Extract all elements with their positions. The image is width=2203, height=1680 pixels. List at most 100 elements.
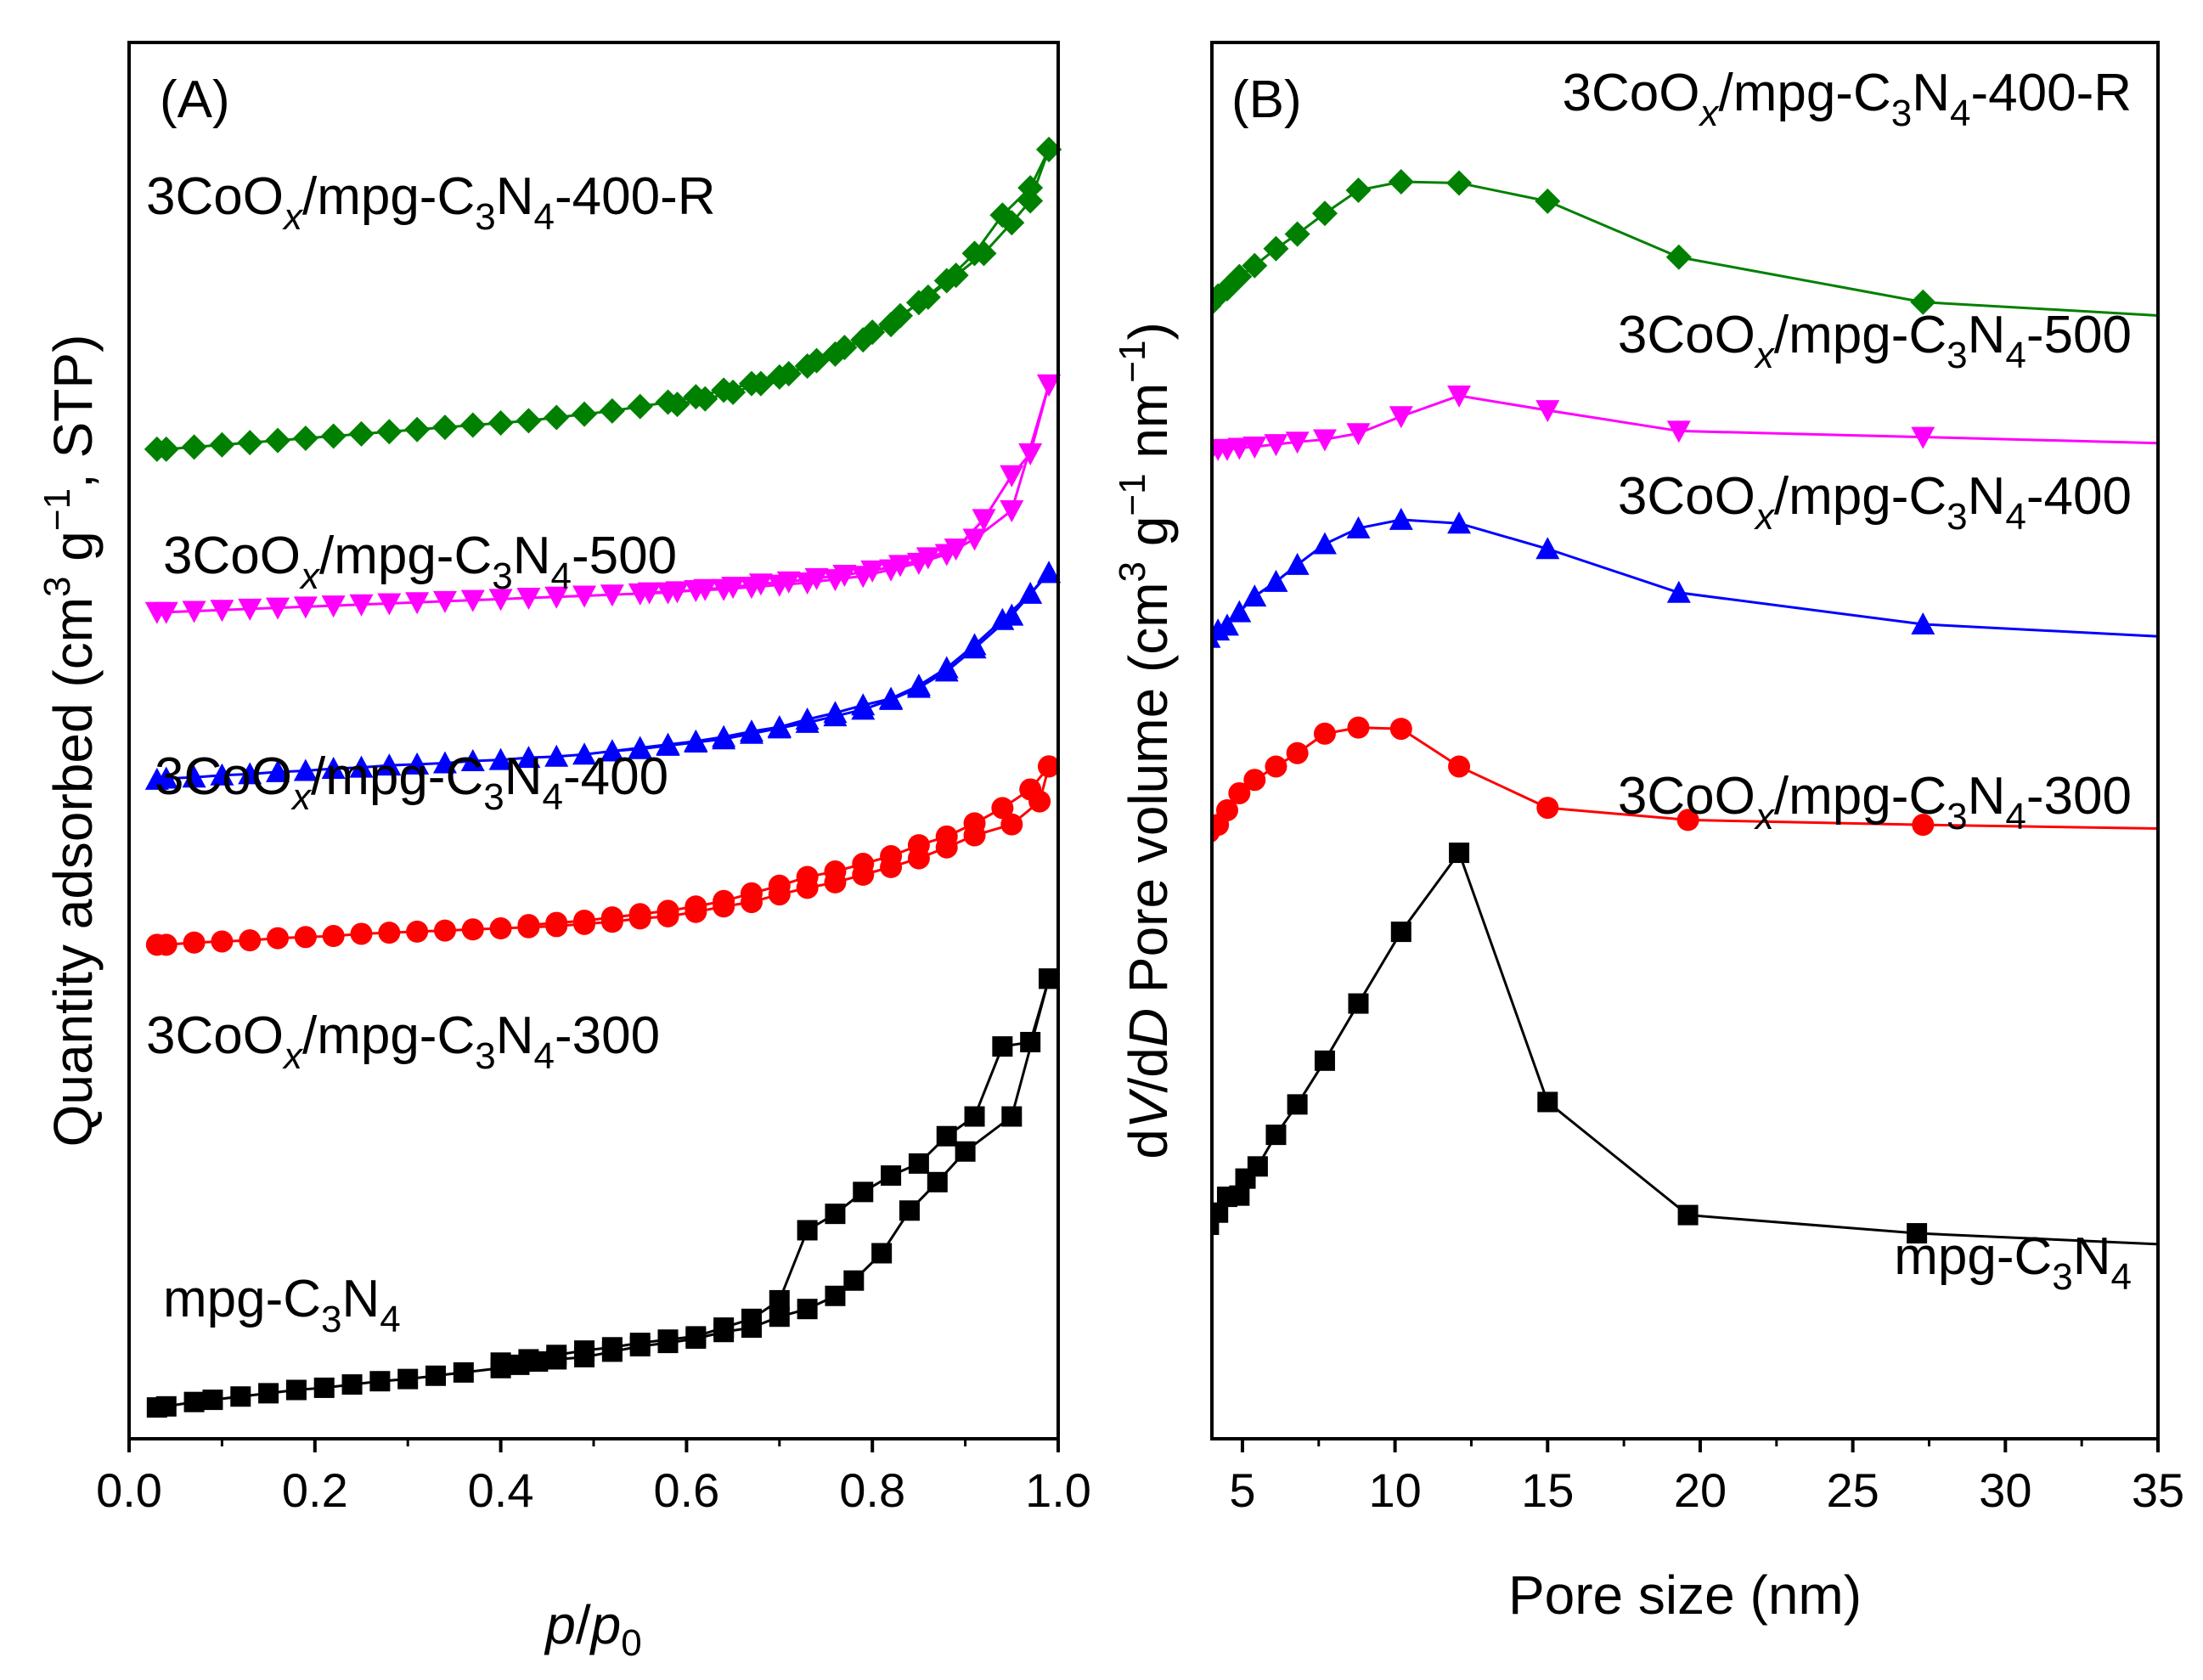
data-point bbox=[825, 1204, 846, 1225]
panel-a-series-label-part: x bbox=[282, 196, 304, 238]
data-point bbox=[1242, 437, 1267, 459]
data-point bbox=[1243, 769, 1266, 792]
y-title-b-part2: g bbox=[1118, 516, 1179, 561]
data-point bbox=[293, 758, 318, 781]
panel-a-series-label-part: N bbox=[513, 527, 551, 585]
panel-b-tag: (B) bbox=[1231, 70, 1302, 129]
panel-a-plot-area bbox=[144, 137, 1062, 1418]
panel-a-series-label-part: -400 bbox=[563, 747, 668, 806]
data-point bbox=[294, 926, 317, 949]
panel-a-series-label: 3CoOx/mpg-C3N4-400-R bbox=[146, 167, 716, 238]
data-point bbox=[293, 596, 318, 619]
panel-a-series-label-part: 3CoO bbox=[146, 167, 284, 226]
data-point bbox=[432, 751, 457, 774]
panel-a-series-0 bbox=[146, 968, 1060, 1418]
data-point bbox=[1447, 511, 1472, 534]
y-title-b-part4: ) bbox=[1118, 322, 1179, 340]
x-tick-label: 0.2 bbox=[282, 1463, 348, 1517]
panel-b-series-label-part: N bbox=[1968, 306, 2006, 364]
data-point bbox=[377, 593, 402, 616]
data-point bbox=[210, 600, 234, 623]
data-point bbox=[154, 766, 178, 789]
data-point bbox=[313, 1377, 335, 1398]
data-point bbox=[852, 853, 875, 876]
x-tick-label: 20 bbox=[1674, 1463, 1727, 1517]
data-point bbox=[1912, 814, 1935, 837]
panel-b-series-label-part: 4 bbox=[2005, 796, 2026, 837]
data-point bbox=[656, 732, 680, 755]
data-point bbox=[832, 565, 857, 588]
data-point bbox=[972, 509, 996, 532]
data-point bbox=[153, 436, 179, 462]
panel-a-series-label-part: 3CoO bbox=[155, 747, 292, 806]
panel-b-frame bbox=[1210, 41, 2160, 1440]
data-point bbox=[825, 1285, 846, 1306]
y-title-a-part3: , STP) bbox=[42, 335, 104, 488]
x-tick-label: 0.6 bbox=[653, 1463, 719, 1517]
panel-a-series-4 bbox=[144, 137, 1062, 462]
data-point bbox=[433, 919, 456, 942]
data-point bbox=[992, 1036, 1013, 1057]
data-point bbox=[574, 1340, 595, 1361]
data-point bbox=[573, 909, 596, 932]
data-point bbox=[600, 584, 624, 607]
data-point bbox=[936, 1125, 957, 1147]
data-point bbox=[425, 1365, 447, 1386]
data-point bbox=[377, 753, 402, 776]
data-point bbox=[369, 1371, 391, 1392]
panel-a-tag: (A) bbox=[160, 70, 230, 129]
data-point bbox=[1348, 993, 1369, 1014]
data-point bbox=[266, 597, 290, 620]
y-title-b-sup3: −1 bbox=[1112, 341, 1153, 383]
panel-a-series-label-part: x bbox=[299, 555, 321, 597]
panel-b-series-label-part: x bbox=[1754, 335, 1776, 376]
data-point bbox=[964, 1106, 985, 1127]
data-point bbox=[237, 430, 263, 456]
data-point bbox=[1388, 169, 1414, 195]
data-point bbox=[971, 240, 997, 267]
x-title-slash: / bbox=[576, 1594, 591, 1655]
data-point bbox=[1389, 507, 1413, 530]
data-point bbox=[321, 756, 346, 779]
data-point bbox=[1285, 552, 1310, 575]
panel-a-series-labels: mpg-C3N43CoOx/mpg-C3N4-3003CoOx/mpg-C3N4… bbox=[146, 167, 716, 1340]
panel-a-series-label-part: 4 bbox=[543, 776, 563, 818]
data-point bbox=[627, 393, 653, 420]
data-point bbox=[516, 588, 541, 611]
x-tick-label: 25 bbox=[1826, 1463, 1879, 1517]
panel-a-series-label: 3CoOx/mpg-C3N4-400 bbox=[155, 747, 668, 818]
panel-b-series-label: 3CoOx/mpg-C3N4-400-R bbox=[1563, 64, 2133, 134]
panel-b-series-2 bbox=[1212, 507, 2158, 648]
isotherm-desorption-line bbox=[677, 149, 1051, 406]
data-point bbox=[1247, 1156, 1268, 1177]
data-point bbox=[1346, 423, 1371, 446]
panel-b-series-label-part: -500 bbox=[2026, 306, 2132, 364]
data-point bbox=[944, 538, 968, 561]
data-point bbox=[1314, 1050, 1335, 1071]
data-point bbox=[599, 397, 625, 424]
isotherm-desorption-line bbox=[649, 384, 1051, 595]
data-point bbox=[460, 589, 485, 612]
data-point bbox=[899, 1200, 920, 1221]
panel-b-series-label-part: x bbox=[1698, 93, 1720, 134]
panel-a-series-label-part: 4 bbox=[534, 196, 555, 238]
data-point bbox=[320, 423, 347, 449]
panel-b-series-label-part: 3CoO bbox=[1563, 64, 1700, 122]
data-point bbox=[853, 1181, 874, 1203]
panel-b-series-label-part: 3 bbox=[2052, 1256, 2072, 1298]
data-point bbox=[1284, 221, 1310, 247]
panel-b-series-label-part: x bbox=[1754, 496, 1776, 538]
data-point bbox=[349, 594, 374, 617]
y-title-a-part2: g bbox=[42, 531, 104, 576]
data-point bbox=[348, 420, 375, 447]
data-point bbox=[1535, 537, 1560, 560]
data-point bbox=[518, 1349, 539, 1370]
panel-a-series-label-part: 3 bbox=[483, 776, 504, 818]
panel-b-series-label: 3CoOx/mpg-C3N4-300 bbox=[1618, 767, 2132, 837]
panel-b-series-label-part: mpg-C bbox=[1894, 1227, 2052, 1286]
panel-a-y-axis-title: Quantity adsorbed (cm3 g−1, STP) bbox=[37, 335, 104, 1147]
data-point bbox=[916, 547, 940, 570]
data-point bbox=[406, 920, 429, 943]
data-point bbox=[1000, 813, 1023, 836]
data-point bbox=[266, 759, 290, 782]
